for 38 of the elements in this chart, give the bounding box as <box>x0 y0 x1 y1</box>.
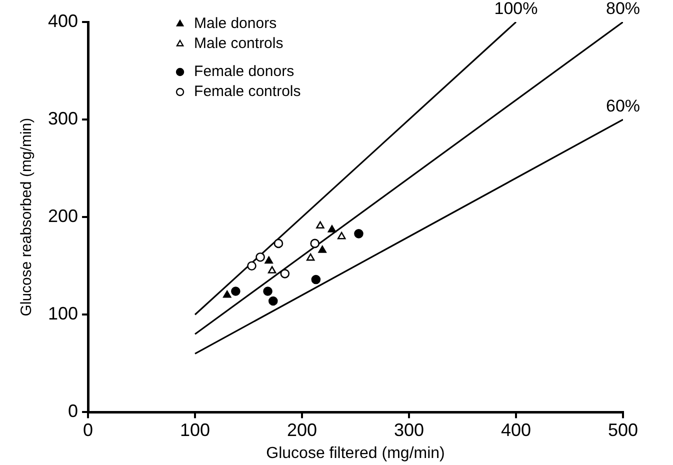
point <box>337 232 346 240</box>
y-tick-label: 400 <box>48 10 78 31</box>
point <box>316 221 324 229</box>
x-tick-label: 100 <box>180 420 210 440</box>
point <box>311 274 321 284</box>
x-tick-label: 0 <box>83 420 94 440</box>
y-tick-label: 200 <box>48 206 78 226</box>
point <box>223 290 232 298</box>
point <box>310 238 320 248</box>
legend-label: Male controls <box>194 35 284 52</box>
point <box>263 286 272 296</box>
y-axis-title: Glucose reabsorbed (mg/min) <box>18 118 36 316</box>
legend-label: Male donors <box>194 15 277 32</box>
x-axis-title: Glucose filtered (mg/min) <box>266 444 445 462</box>
series-label: 80% <box>606 0 640 18</box>
point <box>247 261 256 271</box>
point <box>268 296 278 306</box>
x-tick-label: 400 <box>500 420 532 440</box>
x-tick-label: 500 <box>608 420 638 440</box>
point <box>306 253 315 261</box>
legend-label: Female donors <box>194 63 294 80</box>
point <box>264 256 273 264</box>
y-tick-label: 100 <box>48 304 78 324</box>
y-tick-label: 0 <box>68 401 78 422</box>
x-tick-label: 300 <box>394 420 424 440</box>
point <box>274 238 284 248</box>
point <box>231 286 240 296</box>
x-tick-label: 200 <box>286 420 318 440</box>
series-label: 60% <box>606 96 640 116</box>
point <box>256 252 265 262</box>
y-tick-label: 300 <box>48 108 78 129</box>
point <box>268 266 276 274</box>
point <box>354 229 364 238</box>
point <box>318 246 326 253</box>
legend-label: Female controls <box>194 83 301 100</box>
point <box>328 225 336 232</box>
series-label: 100% <box>494 0 538 18</box>
point <box>280 269 290 278</box>
